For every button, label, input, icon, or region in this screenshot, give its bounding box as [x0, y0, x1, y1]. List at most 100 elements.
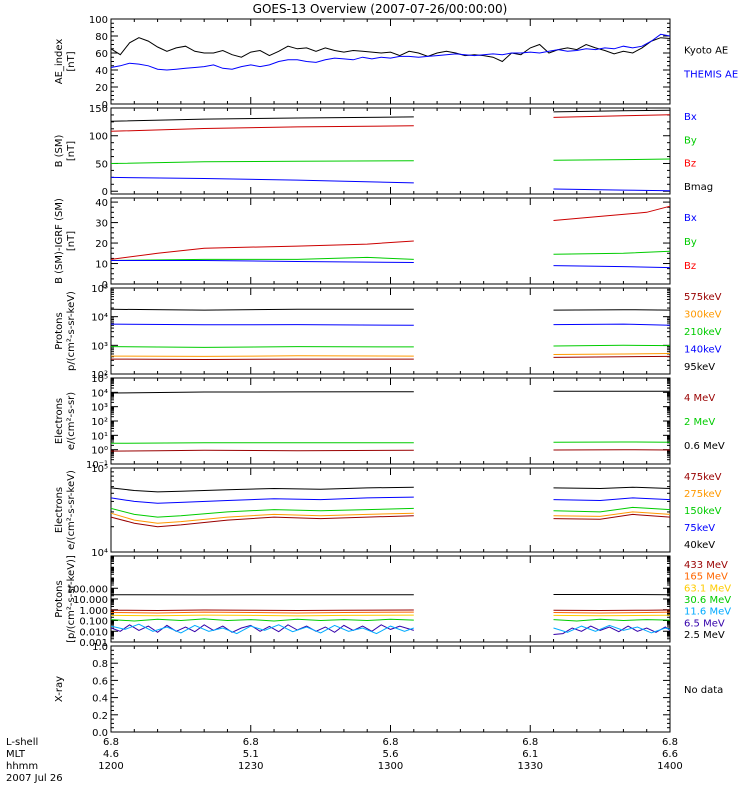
series-line-electrons1-0.6-MeV: [111, 392, 414, 393]
y-tick-label-electrons1: 10³: [91, 403, 108, 414]
legend-label-protons1: 210keV: [684, 327, 722, 338]
series-line-protons2-165-MeV: [554, 612, 671, 613]
y-tick-label-bsm: 50: [95, 159, 108, 170]
legend-label-bsm: Bmag: [684, 182, 713, 193]
y-tick-label-protons2: 0.010: [79, 627, 108, 638]
footer-mlt-value: 6.6: [662, 749, 678, 760]
legend-label-electrons1: 0.6 MeV: [684, 441, 725, 452]
y-axis-unit-protons2: [p/(cm²-s-sr-keV)]: [66, 555, 77, 643]
y-axis-label-electrons2: Electrons: [54, 487, 65, 533]
series-line-protons1-300keV: [554, 354, 671, 355]
y-tick-label-xray: 1.0: [92, 642, 108, 653]
y-tick-label-electrons1: 10²: [91, 417, 108, 428]
y-axis-label-xray: X-ray: [54, 676, 65, 702]
series-line-protons2-6.5-MeV: [111, 625, 414, 633]
series-line-protons1-210keV: [111, 347, 414, 348]
panel-frame-electrons2: [111, 468, 670, 552]
y-axis-unit-protons1: p/(cm²-s-sr-keV): [66, 291, 77, 371]
y-tick-label-bdiff: 10: [95, 260, 108, 271]
y-tick-label-bsm: 100: [89, 132, 108, 143]
y-tick-label-electrons1: 10⁴: [91, 388, 108, 399]
legend-label-bdiff: Bx: [684, 213, 697, 224]
legend-label-protons1: 300keV: [684, 310, 722, 321]
series-line-electrons1-2-MeV: [111, 443, 414, 444]
series-line-bsm-Bz: [111, 126, 414, 132]
y-axis-label-bdiff: B (SM)-IGRF (SM): [54, 198, 65, 284]
legend-label-bsm: Bx: [684, 112, 697, 123]
y-tick-label-electrons2: 10⁴: [91, 548, 108, 559]
footer-lshell-value: 6.8: [243, 737, 259, 748]
series-line-protons1-575keV: [554, 356, 671, 357]
series-line-bsm-By: [111, 161, 414, 164]
y-tick-label-bdiff: 20: [95, 239, 108, 250]
footer-lshell-value: 6.8: [522, 737, 538, 748]
series-line-bdiff-Bz: [111, 241, 414, 259]
legend-label-electrons1: 2 MeV: [684, 417, 715, 428]
footer-lshell-value: 6.8: [383, 737, 399, 748]
series-line-bsm-Bz: [554, 115, 671, 118]
y-tick-label-protons2: 1.000: [79, 606, 108, 617]
legend-label-electrons1: 4 MeV: [684, 393, 715, 404]
panel-frame-protons1: [111, 288, 670, 374]
series-line-electrons2-75keV: [111, 497, 414, 503]
legend-label-electrons2: 150keV: [684, 506, 722, 517]
legend-label-protons2: 11.6 MeV: [684, 607, 731, 618]
series-line-bsm-Bx: [554, 189, 671, 191]
series-line-protons2-63.1-MeV: [554, 615, 671, 616]
series-line-bdiff-Bx: [554, 266, 671, 268]
legend-label-protons1: 140keV: [684, 345, 722, 356]
series-line-electrons2-75keV: [554, 498, 671, 501]
y-tick-label-protons1: 10⁵: [91, 284, 108, 295]
footer-row-label: hhmm: [6, 761, 38, 772]
y-tick-label-ae: 100: [89, 15, 108, 26]
footer-hhmm-value: 1200: [98, 761, 123, 772]
y-tick-label-bsm: 150: [89, 104, 108, 115]
legend-label-bsm: Bz: [684, 159, 696, 170]
series-line-electrons2-150keV: [111, 508, 414, 517]
footer-mlt-value: 6.1: [522, 749, 538, 760]
legend-label-protons2: 30.6 MeV: [684, 595, 731, 606]
y-axis-unit-electrons1: e/(cm²-s-sr): [66, 392, 77, 450]
y-tick-label-protons2: 0.100: [79, 617, 108, 628]
y-tick-label-ae: 60: [95, 49, 108, 60]
series-line-electrons1-4-MeV: [111, 450, 414, 451]
y-tick-label-bdiff: 40: [95, 198, 108, 209]
y-tick-label-bsm: 0: [102, 187, 108, 198]
legend-label-ae: Kyoto AE: [684, 46, 728, 57]
legend-label-electrons2: 75keV: [684, 523, 715, 534]
y-axis-label-protons2: Protons: [54, 580, 65, 617]
series-line-protons2-30.6-MeV: [111, 619, 414, 621]
y-axis-unit-ae: [nT]: [66, 51, 77, 71]
series-line-bsm-Bx: [111, 177, 414, 183]
series-line-protons2-63.1-MeV: [111, 615, 414, 616]
y-axis-label-protons1: Protons: [54, 312, 65, 349]
series-line-protons2-30.6-MeV: [554, 619, 671, 621]
y-axis-unit-bdiff: [nT]: [66, 231, 77, 251]
panel-frame-xray: [111, 646, 670, 732]
series-line-protons1-140keV: [111, 324, 414, 325]
y-tick-label-ae: 80: [95, 32, 108, 43]
y-axis-unit-bsm: [nT]: [66, 141, 77, 161]
y-tick-label-electrons2: 10⁵: [91, 464, 108, 475]
legend-label-protons2: 165 MeV: [684, 572, 728, 583]
footer-mlt-value: 5.6: [383, 749, 399, 760]
y-tick-label-xray: 0.2: [92, 711, 108, 722]
series-line-electrons2-40keV: [554, 487, 671, 488]
series-line-protons1-140keV: [554, 324, 671, 325]
series-line-bsm-Bmag: [554, 110, 671, 112]
y-tick-label-protons2: 10.000: [73, 595, 108, 606]
y-tick-label-bdiff: 30: [95, 219, 108, 230]
series-line-bsm-By: [554, 159, 671, 160]
series-line-bsm-Bmag: [111, 117, 414, 121]
footer-row-label: L-shell: [6, 737, 38, 748]
y-tick-label-electrons1: 10¹: [91, 431, 108, 442]
footer-lshell-value: 6.8: [662, 737, 678, 748]
y-axis-label-electrons1: Electrons: [54, 398, 65, 444]
y-axis-label-bsm: B (SM): [54, 134, 65, 167]
legend-label-protons2: 63.1 MeV: [684, 583, 731, 594]
legend-label-bdiff: By: [684, 237, 697, 248]
footer-row-label: 2007 Jul 26: [6, 773, 63, 784]
y-tick-label-xray: 0.6: [92, 676, 108, 687]
legend-label-protons2: 6.5 MeV: [684, 618, 725, 629]
